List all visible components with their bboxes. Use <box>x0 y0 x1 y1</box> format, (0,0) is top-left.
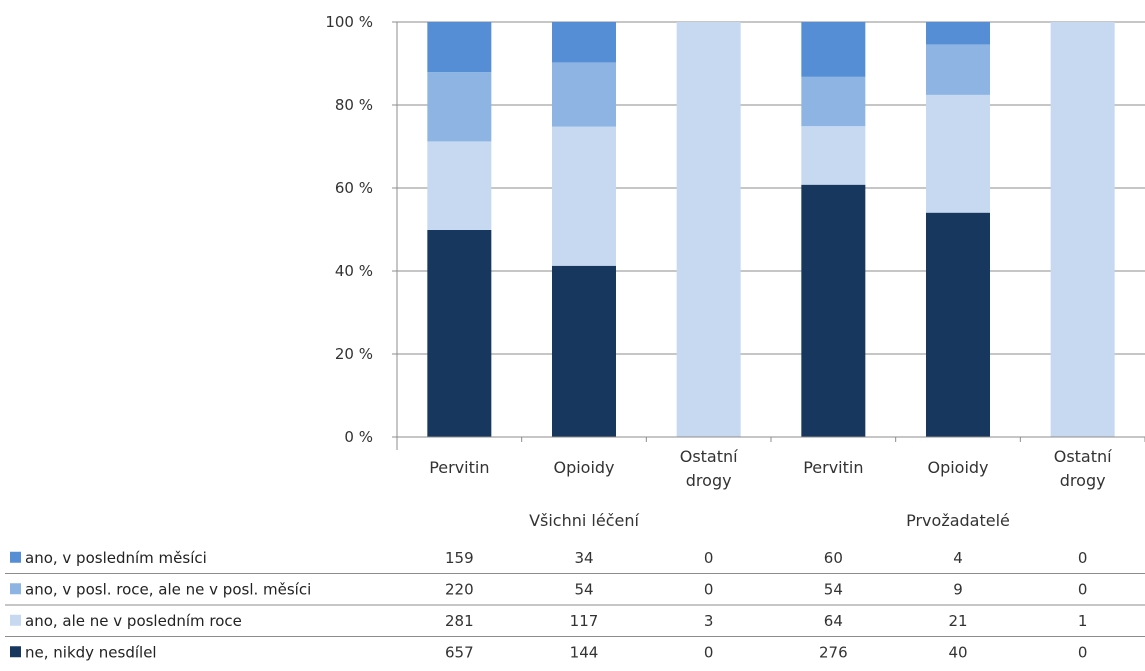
y-tick-label: 20 % <box>335 345 373 363</box>
table-cell-value: 0 <box>1078 643 1088 661</box>
table-cell-value: 54 <box>574 580 593 598</box>
x-category-label: Pervitin <box>803 458 863 477</box>
bar-segment <box>552 126 616 266</box>
table-cell-value: 144 <box>570 643 599 661</box>
table-cell-value: 9 <box>953 580 963 598</box>
table-cell-value: 0 <box>704 643 714 661</box>
table-cell-value: 40 <box>948 643 967 661</box>
x-category-label: Ostatní drogy <box>680 447 738 490</box>
legend-swatch <box>10 646 21 658</box>
table-cell-value: 64 <box>824 612 843 630</box>
y-tick-label: 100 % <box>325 13 373 31</box>
bar-segment <box>552 265 616 437</box>
table-cell-value: 34 <box>574 549 593 567</box>
table-cell-value: 159 <box>445 549 474 567</box>
bar-segment <box>427 229 492 437</box>
x-group-label: Prvožadatelé <box>906 511 1010 530</box>
legend-swatch <box>10 614 21 626</box>
bar-segment <box>552 62 616 127</box>
bar-segment <box>427 141 492 230</box>
bar-segment <box>427 22 492 73</box>
table-cell-value: 276 <box>819 643 848 661</box>
table-cell-value: 220 <box>445 580 474 598</box>
bar-segment <box>801 126 866 185</box>
series-label: ano, ale ne v posledním roce <box>25 612 242 630</box>
bar-segment <box>676 22 741 437</box>
table-cell-value: 54 <box>824 580 843 598</box>
table-cell-value: 657 <box>445 643 474 661</box>
y-tick-label: 0 % <box>344 428 373 446</box>
table-cell-value: 281 <box>445 612 474 630</box>
table-cell-value: 0 <box>1078 580 1088 598</box>
x-group-label: Všichni léčení <box>529 511 639 530</box>
gridlines <box>397 21 1145 355</box>
legend-swatch <box>10 583 21 595</box>
table-cell-value: 1 <box>1078 612 1088 630</box>
series-label: ano, v posledním měsíci <box>25 549 207 567</box>
y-tick-label: 80 % <box>335 96 373 114</box>
bar-segment <box>1050 22 1115 437</box>
bars <box>427 22 1115 437</box>
bar-segment <box>926 44 990 95</box>
x-category-label: Opioidy <box>927 458 988 477</box>
x-category-label: Opioidy <box>553 458 614 477</box>
y-tick-label: 40 % <box>335 262 373 280</box>
bar-segment <box>552 22 616 63</box>
x-category-label: Ostatní drogy <box>1054 447 1112 490</box>
table-cell-value: 4 <box>953 549 963 567</box>
series-label: ne, nikdy nesdílel <box>25 643 157 661</box>
series-label: ano, v posl. roce, ale ne v posl. měsíci <box>25 580 311 598</box>
table-cell-value: 0 <box>704 580 714 598</box>
axes: 0 % 20 % 40 % 60 % 80 % 100 % Pervitin Opioidy O… <box>325 13 1145 530</box>
bar-segment <box>427 72 492 142</box>
bar-segment <box>801 22 866 77</box>
table-cell-value: 0 <box>1078 549 1088 567</box>
bar-segment <box>926 22 990 45</box>
table-cell-value: 0 <box>704 549 714 567</box>
table-cell-value: 3 <box>704 612 714 630</box>
y-tick-label: 60 % <box>335 179 373 197</box>
bar-segment <box>926 94 990 213</box>
bar-segment <box>926 212 990 437</box>
table-cell-value: 60 <box>824 549 843 567</box>
table-cell-value: 117 <box>570 612 599 630</box>
table-cell-value: 21 <box>948 612 967 630</box>
legend-swatch <box>10 551 21 563</box>
x-category-label: Pervitin <box>429 458 489 477</box>
bar-segment <box>801 76 866 127</box>
bar-segment <box>801 184 866 437</box>
